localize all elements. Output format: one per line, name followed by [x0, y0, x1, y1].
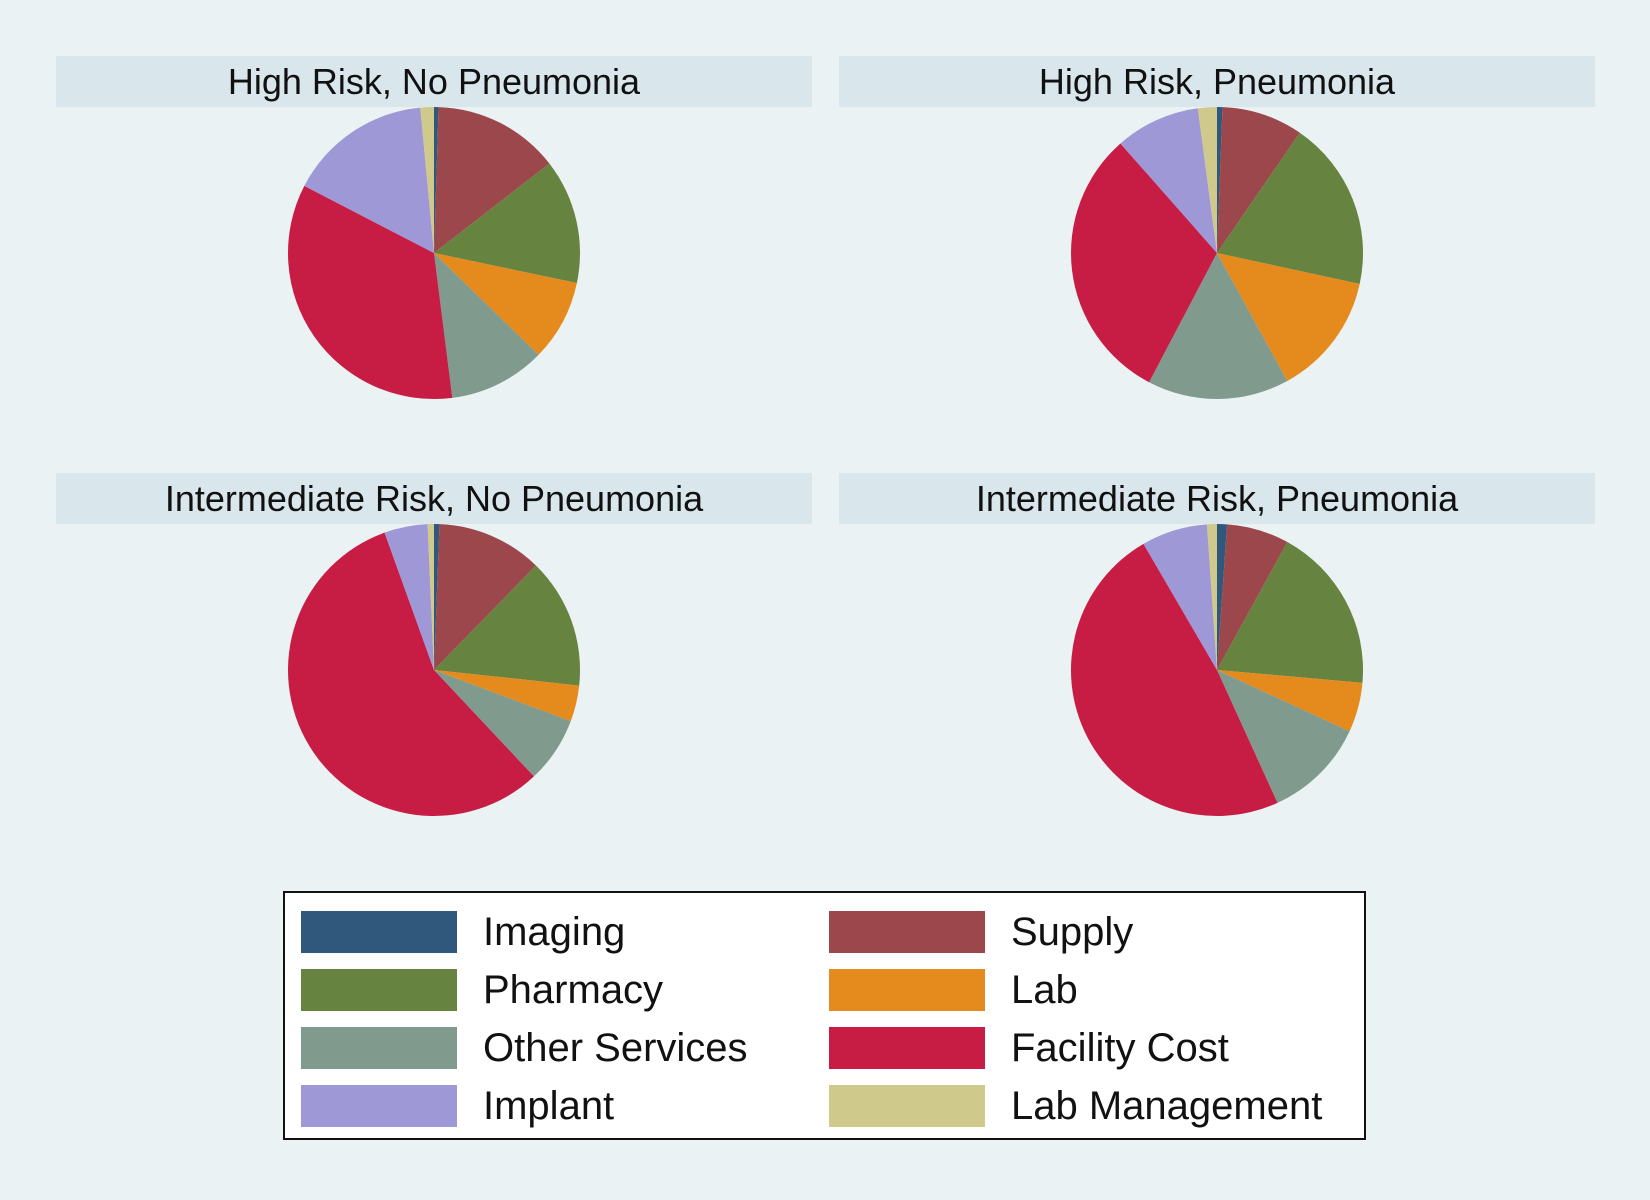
pie-slice-supply [1217, 107, 1300, 253]
pie-slice-lab-management [1206, 524, 1217, 670]
legend-label: Supply [1011, 909, 1134, 954]
legend-swatch [829, 1085, 985, 1127]
pie-slice-facility-cost [1070, 543, 1278, 817]
legend-swatch [829, 1027, 985, 1069]
pie-slice-lab [1217, 253, 1360, 381]
legend-swatch [829, 969, 985, 1011]
legend-label: Implant [483, 1083, 615, 1128]
pie-slice-lab-management [1197, 107, 1217, 253]
pie-slice-implant [1143, 524, 1217, 670]
pie-slice-lab-management [420, 107, 434, 253]
pie-slice-lab [434, 253, 577, 355]
pie-slice-imaging [434, 107, 439, 253]
legend-label: Lab [1011, 967, 1078, 1012]
pie-slice-lab [1217, 670, 1363, 732]
legend-item-lab-management: Lab Management [829, 1083, 1323, 1128]
pie-chart-intermediate-risk-no-pneumonia [287, 524, 581, 816]
pie-slice-supply [434, 524, 536, 670]
pie-slice-lab-management [427, 524, 434, 670]
pie-slice-pharmacy [434, 163, 580, 284]
pie-chart-intermediate-risk-pneumonia [1070, 524, 1364, 817]
pie-slice-pharmacy [1217, 132, 1363, 284]
pie-slice-implant [384, 524, 434, 670]
pie-slice-facility-cost [287, 185, 453, 400]
legend-item-pharmacy: Pharmacy [301, 967, 664, 1012]
pie-slice-imaging [1217, 107, 1223, 253]
panel-title: Intermediate Risk, Pneumonia [839, 473, 1595, 524]
legend-item-imaging: Imaging [301, 909, 626, 954]
panel-title: High Risk, No Pneumonia [56, 56, 812, 107]
legend-item-implant: Implant [301, 1083, 615, 1128]
legend-swatch [301, 911, 457, 953]
legend-swatch [829, 911, 985, 953]
pie-slice-implant [1120, 108, 1217, 254]
pie-slice-implant [304, 107, 434, 254]
legend-item-supply: Supply [829, 909, 1134, 954]
pie-slice-other-services [434, 670, 571, 777]
pie-slice-other-services [434, 253, 539, 398]
legend-item-facility-cost: Facility Cost [829, 1025, 1229, 1070]
panel-title: High Risk, Pneumonia [839, 56, 1595, 107]
legend-swatch [301, 1027, 457, 1069]
legend-label: Facility Cost [1011, 1025, 1229, 1070]
pie-slice-imaging [1217, 524, 1228, 670]
panel-high-risk-no-pneumonia: High Risk, No Pneumonia [56, 56, 812, 456]
legend: Imaging Supply Pharmacy Lab Other Servic… [283, 891, 1366, 1140]
pie-slice-pharmacy [434, 565, 581, 686]
legend-label: Imaging [483, 909, 626, 954]
panel-intermediate-risk-no-pneumonia: Intermediate Risk, No Pneumonia [56, 473, 812, 873]
pie-slice-imaging [434, 524, 440, 670]
pie-slice-facility-cost [1071, 143, 1217, 383]
pie-chart-high-risk-pneumonia [1071, 107, 1363, 399]
pie-slice-other-services [1149, 253, 1288, 399]
pie-slice-facility-cost [287, 532, 534, 816]
panel-intermediate-risk-pneumonia: Intermediate Risk, Pneumonia [839, 473, 1595, 873]
legend-item-other-services: Other Services [301, 1025, 748, 1070]
legend-swatch [301, 1085, 457, 1127]
pie-slice-supply [434, 107, 550, 253]
legend-label: Other Services [483, 1025, 748, 1070]
legend-item-lab: Lab [829, 967, 1078, 1012]
legend-label: Pharmacy [483, 967, 664, 1012]
pie-slice-other-services [1217, 670, 1350, 803]
panel-title: Intermediate Risk, No Pneumonia [56, 473, 812, 524]
pie-chart-high-risk-no-pneumonia [287, 107, 580, 400]
legend-label: Lab Management [1011, 1083, 1323, 1128]
pie-slice-pharmacy [1217, 542, 1364, 683]
pie-slice-supply [1217, 524, 1288, 670]
pie-slice-lab [434, 670, 580, 722]
panel-high-risk-pneumonia: High Risk, Pneumonia [839, 56, 1595, 456]
legend-swatch [301, 969, 457, 1011]
